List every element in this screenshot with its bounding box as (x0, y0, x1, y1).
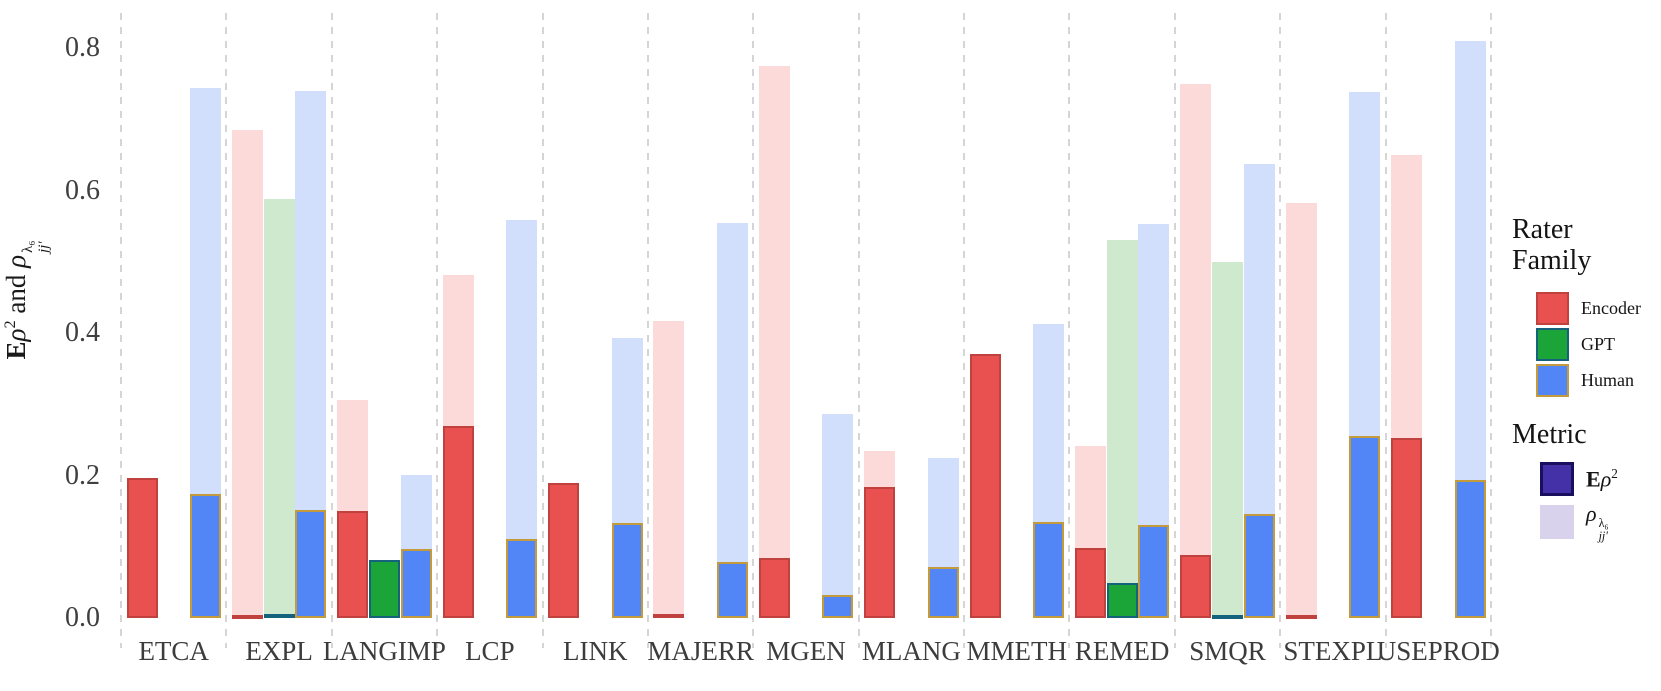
legend-metric-title: Metric (1512, 418, 1587, 450)
encoder-label: Encoder (1581, 298, 1641, 319)
gridline (963, 13, 966, 648)
x-tick-label: MGEN (766, 636, 846, 666)
rho-lambda6-label: ρ λ₆ jj′ (1586, 501, 1609, 543)
bar-SMQR-Encoder-rho_lambda6 (1180, 83, 1212, 618)
gridline (436, 13, 439, 648)
y-tick-label: 0.6 (65, 174, 100, 206)
legend-item-encoder: Encoder (1536, 291, 1660, 327)
bar-USEPROD-Encoder-E_rho2 (1391, 438, 1423, 618)
gridline (225, 13, 228, 648)
y-tick-label: 0.0 (65, 602, 100, 633)
bar-SMQR-GPT-rho_lambda6 (1212, 261, 1244, 618)
encoder-swatch (1536, 292, 1569, 326)
bar-STEXPL-Encoder-E_rho2 (1285, 614, 1317, 619)
legend-item-human: Human (1536, 363, 1660, 399)
bar-STEXPL-Human-E_rho2 (1349, 435, 1381, 618)
gridline (1279, 13, 1282, 648)
gridline (752, 13, 755, 648)
e-rho2-swatch (1540, 462, 1574, 497)
y-tick-label: 0.2 (65, 459, 100, 491)
bar-MGEN-Encoder-rho_lambda6 (758, 65, 790, 618)
legend-metric: Metric Eρ2 ρ λ₆ jj′ (1512, 419, 1660, 543)
bar-MAJERR-Human-rho_lambda6 (716, 222, 748, 618)
y-axis-title-joiner: and (1, 267, 32, 321)
bar-EXPL-GPT-E_rho2 (263, 613, 295, 618)
gridline (646, 13, 649, 648)
gridline (1489, 13, 1492, 648)
human-label: Human (1581, 370, 1634, 391)
metric-items: Eρ2 ρ λ₆ jj′ (1540, 462, 1660, 542)
bar-MAJERR-Encoder-E_rho2 (653, 613, 685, 618)
legend-item-e-rho2: Eρ2 (1540, 462, 1660, 497)
bar-EXPL-Human-E_rho2 (295, 510, 327, 618)
x-tick-label: SMQR (1189, 636, 1266, 666)
bar-REMED-GPT-rho_lambda6 (1106, 240, 1138, 618)
gridline (541, 13, 544, 648)
bar-REMED-Human-E_rho2 (1138, 524, 1170, 618)
legend-rater-family-title: Rater Family (1512, 214, 1592, 277)
x-tick-label: REMED (1074, 636, 1170, 666)
y-axis-title-supsub: λ₆ jj′ (20, 240, 53, 253)
bar-SMQR-Encoder-E_rho2 (1180, 555, 1212, 618)
human-swatch (1536, 364, 1569, 398)
bar-MAJERR-Human-E_rho2 (716, 562, 748, 618)
gridline (1173, 13, 1176, 648)
x-tick-label: EXPL (245, 636, 313, 666)
x-tick-label: USEPROD (1376, 636, 1500, 666)
bar-USEPROD-Human-E_rho2 (1454, 479, 1486, 618)
legend: Rater Family Encoder GPT Human Metric (1512, 214, 1660, 548)
bar-EXPL-GPT-rho_lambda6 (263, 199, 295, 618)
x-tick-label: MMETH (966, 636, 1067, 666)
bar-REMED-Encoder-E_rho2 (1074, 548, 1106, 618)
gridline (120, 13, 122, 648)
x-tick-label: LANGIMP (322, 636, 446, 666)
rater-family-items: Encoder GPT Human (1536, 291, 1660, 399)
bar-REMED-GPT-E_rho2 (1106, 583, 1138, 618)
e-rho2-label: Eρ2 (1586, 465, 1618, 492)
bar-ETCA-Human-E_rho2 (190, 494, 221, 618)
bar-MGEN-Encoder-E_rho2 (758, 558, 790, 618)
legend-item-gpt: GPT (1536, 327, 1660, 363)
bar-STEXPL-Encoder-rho_lambda6 (1285, 202, 1317, 618)
bar-MAJERR-Encoder-rho_lambda6 (653, 320, 685, 618)
bar-LCP-Human-E_rho2 (506, 538, 538, 618)
legend-rater-family: Rater Family Encoder GPT Human (1512, 214, 1660, 399)
x-tick-label: LCP (465, 636, 515, 666)
y-tick-label: 0.4 (65, 317, 100, 348)
x-tick-label: STEXPL (1283, 636, 1383, 666)
bar-LANGIMP-Human-E_rho2 (400, 548, 432, 618)
bar-LCP-Encoder-E_rho2 (442, 425, 474, 618)
gridline (857, 13, 860, 648)
legend-item-rho-lambda6: ρ λ₆ jj′ (1540, 501, 1660, 542)
x-tick-label: ETCA (138, 636, 209, 666)
bar-MGEN-Human-rho_lambda6 (822, 413, 854, 618)
y-axis-title-rho2: ρ (1, 254, 32, 268)
bar-MLANG-Encoder-E_rho2 (864, 486, 896, 618)
x-tick-label: MAJERR (647, 636, 754, 666)
gridline (1068, 13, 1071, 648)
bar-SMQR-Human-E_rho2 (1243, 513, 1275, 618)
y-tick-label: 0.8 (65, 32, 100, 63)
bar-MLANG-Human-E_rho2 (927, 567, 959, 618)
bar-ETCA-Encoder-E_rho2 (126, 477, 158, 618)
gpt-swatch (1536, 328, 1569, 362)
bar-MMETH-Human-E_rho2 (1033, 521, 1065, 618)
bar-MMETH-Encoder-E_rho2 (969, 353, 1001, 618)
gridline (330, 13, 333, 648)
bar-LANGIMP-GPT-E_rho2 (369, 559, 401, 618)
bar-SMQR-GPT-E_rho2 (1212, 614, 1244, 619)
bar-MGEN-Human-E_rho2 (822, 595, 854, 618)
bar-EXPL-Encoder-rho_lambda6 (231, 129, 263, 618)
bar-LANGIMP-Encoder-E_rho2 (337, 511, 369, 618)
bar-LINK-Encoder-E_rho2 (548, 483, 580, 618)
bar-LINK-Human-E_rho2 (611, 522, 643, 618)
gpt-label: GPT (1581, 334, 1616, 355)
x-tick-label: MLANG (861, 636, 961, 666)
bar-EXPL-Encoder-E_rho2 (231, 614, 263, 619)
gridline (1384, 13, 1387, 648)
rho-lambda6-swatch (1540, 504, 1574, 539)
x-tick-label: LINK (562, 636, 628, 666)
